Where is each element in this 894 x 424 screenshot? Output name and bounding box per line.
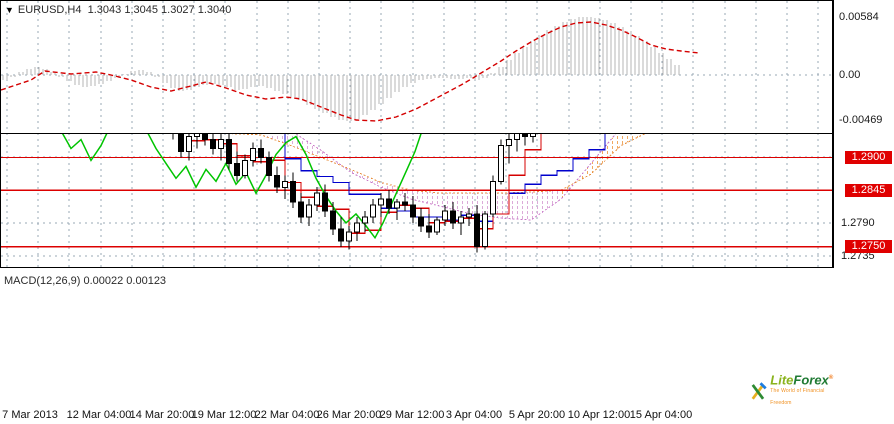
macd-axis-label: 0.00 (839, 69, 861, 81)
symbol-timeframe-label: EURUSD,H4 (17, 4, 82, 16)
price-level-badge: 1.2900 (845, 151, 892, 164)
macd-axis-label: -0.00469 (839, 114, 883, 126)
date-axis[interactable]: 7 Mar 2013 12 Mar 04:00 14 Mar 20:00 19 Mar… (0, 406, 833, 424)
liteforex-logo: LiteForex® The World of Financial Freedo… (751, 373, 837, 406)
ohlc-values-label: 1.3043 1.3045 1.3027 1.3040 (87, 4, 232, 16)
macd-grid-layer (6, 1, 819, 133)
price-axis-label: 1.2735 (841, 250, 875, 262)
date-axis-label: 12 Mar 04:00 (66, 409, 132, 421)
date-axis-label: 14 Mar 20:00 (129, 409, 195, 421)
date-axis-label: 19 Mar 12:00 (191, 409, 257, 421)
macd-indicator-label: MACD(12,26,9) 0.00022 0.00123 (4, 275, 167, 287)
date-axis-label: 15 Apr 04:00 (629, 409, 693, 421)
macd-panel[interactable] (0, 0, 833, 134)
chart-title: ▼ EURUSD,H4 1.3043 1.3045 1.3027 1.3040 (5, 4, 231, 16)
macd-histogram-layer (2, 17, 680, 121)
price-axis-label: 1.2790 (841, 217, 875, 229)
date-axis-label: 10 Apr 12:00 (567, 409, 631, 421)
date-axis-label: 26 Mar 20:00 (316, 409, 382, 421)
macd-scale: 0.00584 0.00 -0.00469 (833, 0, 894, 134)
macd-axis-label: 0.00584 (839, 11, 879, 23)
price-level-badge: 1.2750 (845, 240, 892, 253)
price-level-badge: 1.2845 (845, 184, 892, 197)
symbol-dropdown-icon[interactable]: ▼ (5, 5, 14, 15)
macd-signal-line (1, 21, 700, 122)
date-axis-label: 29 Mar 12:00 (379, 409, 445, 421)
date-axis-label: 7 Mar 2013 (2, 409, 58, 421)
date-axis-label: 5 Apr 20:00 (508, 409, 566, 421)
macd-canvas[interactable] (1, 1, 832, 133)
liteforex-logo-text: LiteForex® The World of Financial Freedo… (770, 372, 837, 409)
liteforex-logo-icon (751, 381, 767, 400)
date-axis-label: 3 Apr 04:00 (445, 409, 503, 421)
date-axis-label: 22 Mar 04:00 (254, 409, 320, 421)
liteforex-tagline: The World of Financial Freedom (770, 388, 825, 407)
